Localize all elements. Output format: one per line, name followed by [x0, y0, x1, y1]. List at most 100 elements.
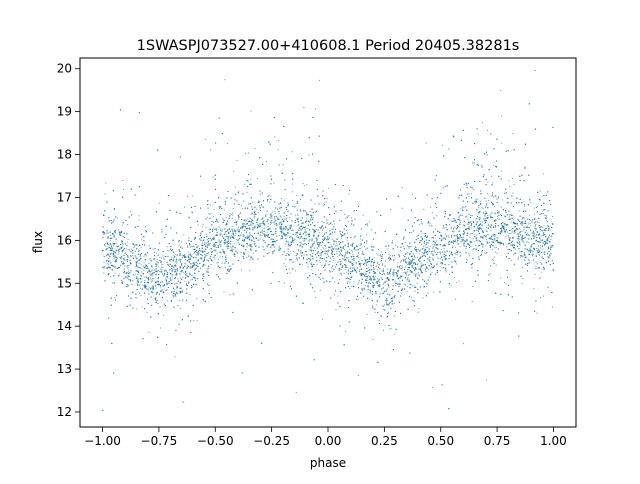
- data-point: [485, 236, 487, 238]
- data-point: [227, 245, 229, 247]
- data-point: [313, 235, 315, 237]
- data-point: [345, 330, 347, 332]
- data-point: [468, 253, 470, 255]
- data-point: [130, 251, 132, 253]
- data-point: [416, 236, 418, 238]
- data-point: [148, 286, 150, 288]
- data-point: [171, 248, 173, 250]
- data-point: [333, 220, 335, 222]
- data-point: [359, 269, 361, 271]
- data-point: [500, 89, 502, 91]
- data-point: [187, 246, 189, 248]
- data-point: [405, 262, 407, 264]
- data-point: [136, 261, 138, 263]
- data-point: [234, 230, 236, 232]
- data-point: [232, 225, 234, 227]
- data-point: [259, 238, 261, 240]
- data-point: [439, 258, 441, 260]
- data-point: [164, 256, 166, 258]
- data-point: [246, 256, 248, 258]
- data-point: [272, 222, 274, 224]
- data-point: [513, 184, 515, 186]
- data-point: [526, 230, 528, 232]
- data-point: [175, 296, 177, 298]
- data-point: [289, 272, 291, 274]
- data-point: [426, 252, 428, 254]
- data-point: [187, 275, 189, 277]
- data-point: [409, 259, 411, 261]
- data-point: [252, 201, 254, 203]
- data-point: [191, 267, 193, 269]
- data-point: [233, 170, 235, 172]
- data-point: [161, 228, 163, 230]
- data-point: [336, 244, 338, 246]
- data-point: [190, 279, 192, 281]
- data-point: [299, 238, 301, 240]
- data-point: [492, 182, 494, 184]
- data-point: [289, 225, 291, 227]
- data-point: [132, 257, 134, 259]
- data-point: [294, 214, 296, 216]
- data-point: [329, 237, 331, 239]
- data-point: [364, 289, 366, 291]
- data-point: [343, 234, 345, 236]
- data-point: [495, 264, 497, 266]
- data-point: [113, 236, 115, 238]
- data-point: [157, 303, 159, 304]
- data-point: [393, 315, 395, 317]
- data-point: [352, 285, 354, 287]
- data-point: [132, 252, 133, 254]
- data-point: [505, 283, 507, 285]
- data-point: [490, 230, 492, 232]
- data-point: [509, 185, 511, 187]
- data-point: [212, 176, 214, 178]
- data-point: [183, 272, 185, 274]
- data-point: [151, 280, 153, 282]
- data-point: [274, 136, 276, 138]
- data-point: [420, 256, 422, 258]
- data-point: [188, 282, 190, 284]
- data-point: [148, 331, 150, 333]
- data-point: [136, 282, 138, 284]
- data-point: [489, 214, 491, 216]
- data-point: [278, 245, 280, 247]
- data-point: [103, 261, 105, 263]
- data-point: [537, 247, 539, 249]
- data-point: [184, 206, 186, 208]
- data-point: [431, 271, 433, 273]
- data-point: [533, 236, 535, 238]
- data-point: [530, 238, 532, 240]
- data-point: [437, 243, 439, 245]
- data-point: [427, 258, 429, 260]
- data-point: [401, 187, 403, 189]
- data-point: [447, 242, 449, 244]
- data-point: [200, 258, 202, 260]
- data-point: [140, 281, 142, 283]
- data-point: [518, 238, 520, 240]
- data-point: [394, 333, 396, 335]
- data-point: [422, 297, 424, 299]
- data-point: [268, 251, 270, 253]
- data-point: [301, 238, 303, 240]
- data-point: [287, 250, 289, 252]
- data-point: [386, 280, 388, 282]
- data-point: [530, 225, 532, 227]
- data-point: [474, 202, 476, 204]
- data-point: [333, 294, 335, 296]
- data-point: [152, 289, 154, 291]
- data-point: [228, 236, 230, 238]
- data-point: [417, 263, 419, 265]
- data-point: [188, 251, 190, 253]
- data-point: [487, 214, 489, 216]
- data-point: [475, 249, 477, 251]
- data-point: [242, 244, 244, 246]
- data-point: [426, 253, 428, 255]
- data-point: [150, 279, 152, 281]
- data-point: [167, 249, 169, 251]
- data-point: [282, 164, 284, 166]
- data-point: [210, 259, 212, 261]
- data-point: [432, 231, 434, 233]
- data-point: [325, 247, 327, 249]
- data-point: [508, 216, 510, 218]
- data-point: [250, 235, 252, 237]
